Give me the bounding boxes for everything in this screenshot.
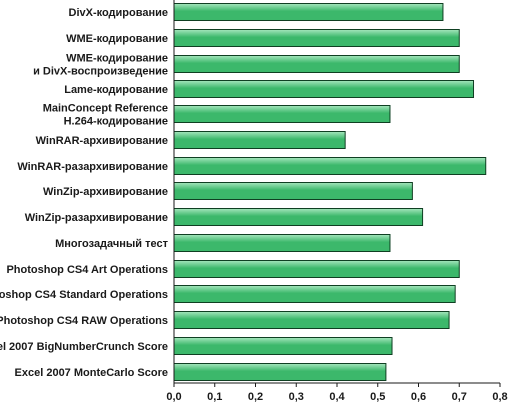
x-tick-label: 0,8 (492, 391, 507, 403)
category-label: Photoshop CS4 Standard Operations (0, 289, 168, 301)
bar (173, 311, 450, 329)
bar (173, 234, 391, 252)
category-label: WME-кодирование (66, 33, 168, 45)
category-label: Многозадачный тест (55, 238, 169, 250)
category-label: DivX-кодирование (69, 7, 169, 19)
x-tick-label: 0,7 (452, 391, 467, 403)
bars-layer (173, 3, 487, 381)
x-axis: 0,0 0,1 0,2 0,3 0,4 0,5 0,6 0,7 0,8 (166, 0, 508, 403)
bar (173, 80, 475, 98)
category-label: Photoshop CS4 RAW Operations (0, 315, 168, 327)
category-labels: DivX-кодирование WME-кодирование WME-кодир… (0, 7, 169, 379)
x-tick-label: 0,1 (207, 391, 222, 403)
category-label: WinRAR-разархивирование (17, 161, 168, 173)
bar (173, 363, 387, 381)
x-tick-label: 0,2 (248, 391, 263, 403)
category-label: WinRAR-архивирование (36, 135, 168, 147)
bar (173, 337, 393, 355)
category-label: Lame-кодирование (64, 84, 168, 96)
bar (173, 131, 346, 149)
category-label: MainConcept Reference H.264-кодирование (43, 103, 168, 128)
category-label: Photoshop CS4 Art Operations (6, 264, 168, 276)
bar (173, 105, 391, 123)
x-tick-label: 0,3 (289, 391, 304, 403)
bar (173, 3, 444, 21)
category-label: Excel 2007 MonteCarlo Score (15, 367, 168, 379)
x-tick-label: 0,5 (370, 391, 385, 403)
category-label: WinZip-разархивирование (25, 212, 168, 224)
bar (173, 285, 456, 303)
x-tick-label: 0,6 (411, 391, 426, 403)
bar (173, 55, 460, 73)
x-tick-label: 0,0 (166, 391, 181, 403)
bar (173, 29, 460, 47)
bar (173, 182, 413, 200)
category-label: Excel 2007 BigNumberCrunch Score (0, 341, 168, 353)
bar (173, 208, 424, 226)
category-label: WME-кодирование и DivX-воспроизведение (33, 53, 168, 78)
bar (173, 260, 460, 278)
x-tick-label: 0,4 (329, 391, 345, 403)
bar (173, 157, 487, 175)
category-label: WinZip-архивирование (43, 186, 168, 198)
